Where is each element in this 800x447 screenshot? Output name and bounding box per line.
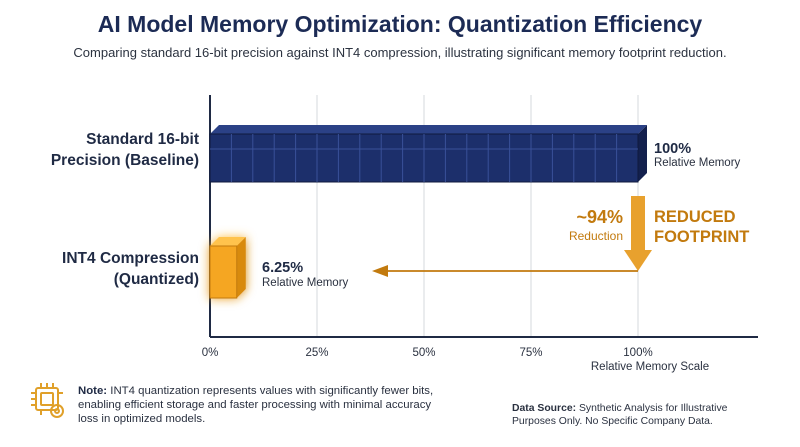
bar-layer — [209, 125, 647, 299]
chip-gear-icon — [31, 383, 64, 418]
annotation-layer — [372, 196, 652, 277]
bar-int4-group — [209, 237, 246, 299]
x-tick-label: 75% — [519, 347, 542, 359]
callout-line-1: REDUCED — [654, 208, 736, 226]
chart-title: AI Model Memory Optimization: Quantizati… — [97, 11, 703, 37]
footer-note: Note: INT4 quantization represents value… — [78, 384, 438, 426]
reduction-arrow-shaft — [631, 196, 645, 252]
bar-int4-top — [210, 237, 246, 246]
chart-subtitle: Comparing standard 16-bit precision agai… — [73, 45, 727, 60]
category-label: Standard 16-bit — [86, 131, 199, 148]
value-sublabel-int4: Relative Memory — [262, 277, 349, 289]
x-tick-label: 50% — [412, 347, 435, 359]
x-tick-label: 100% — [623, 347, 652, 359]
value-sublabel-baseline: Relative Memory — [654, 157, 741, 169]
footer-source-label: Data Source: — [512, 403, 577, 414]
reduction-arrow-head — [624, 250, 652, 271]
bar-int4-side — [236, 237, 246, 298]
footer-note-label: Note: — [78, 385, 108, 397]
category-label: INT4 Compression — [62, 250, 199, 267]
callout-line-2: FOOTPRINT — [654, 228, 749, 246]
category-label: Precision (Baseline) — [51, 152, 199, 169]
x-tick-label: 25% — [305, 347, 328, 359]
value-label-int4: 6.25% — [262, 260, 303, 276]
value-label-baseline: 100% — [654, 141, 691, 157]
label-layer: 0% 25% 50% 75% 100% Relative Memory Scale Stan… — [51, 131, 750, 373]
footer-source: Data Source: Synthetic Analysis for Illu… — [512, 402, 772, 428]
pointer-arrow-head — [372, 265, 388, 277]
bar-baseline-top — [210, 125, 647, 134]
footer-source-text: Synthetic Analysis for Illustrative Purp… — [512, 403, 728, 427]
category-label: (Quantized) — [114, 271, 199, 288]
reduction-value: ~94% — [576, 207, 623, 227]
x-axis-label: Relative Memory Scale — [591, 361, 709, 373]
reduction-label: Reduction — [569, 229, 623, 243]
footer-note-text: INT4 quantization represents values with… — [78, 385, 434, 425]
x-tick-label: 0% — [202, 347, 219, 359]
bar-int4 — [209, 245, 238, 299]
bar-baseline-side — [638, 125, 647, 182]
